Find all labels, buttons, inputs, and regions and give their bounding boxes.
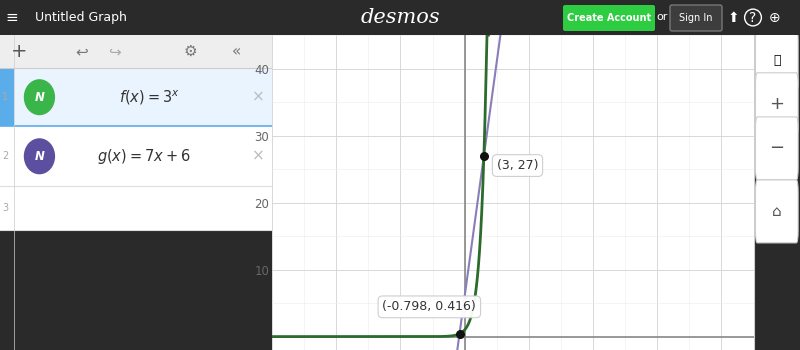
Text: +: + (770, 95, 784, 113)
Circle shape (25, 139, 54, 174)
Text: Sign In: Sign In (679, 13, 713, 23)
Text: ⬆: ⬆ (727, 10, 739, 25)
FancyBboxPatch shape (755, 180, 798, 243)
FancyBboxPatch shape (0, 68, 272, 126)
Text: Create Account: Create Account (567, 13, 651, 23)
Text: −: − (770, 139, 784, 158)
FancyBboxPatch shape (0, 126, 14, 186)
Text: ⌂: ⌂ (772, 204, 782, 219)
FancyBboxPatch shape (670, 5, 722, 31)
FancyBboxPatch shape (755, 73, 798, 136)
Text: (3, 27): (3, 27) (497, 159, 538, 172)
Text: ?: ? (750, 10, 757, 25)
FancyBboxPatch shape (0, 126, 272, 186)
FancyBboxPatch shape (755, 29, 798, 92)
Text: +: + (10, 42, 27, 61)
Text: ↩: ↩ (75, 44, 88, 59)
FancyBboxPatch shape (563, 5, 655, 31)
FancyBboxPatch shape (0, 68, 14, 126)
Text: 3: 3 (2, 203, 8, 213)
Circle shape (25, 80, 54, 114)
Text: ≡: ≡ (6, 10, 18, 25)
FancyBboxPatch shape (0, 186, 272, 230)
Text: N: N (34, 91, 44, 104)
Text: (-0.798, 0.416): (-0.798, 0.416) (382, 300, 476, 313)
Text: 🔧: 🔧 (773, 54, 781, 67)
Text: ⚙: ⚙ (183, 44, 198, 59)
Text: ⊕: ⊕ (769, 10, 781, 25)
Text: 1: 1 (2, 92, 8, 102)
Text: Untitled Graph: Untitled Graph (35, 11, 127, 24)
Text: ↪: ↪ (108, 44, 121, 59)
Text: N: N (34, 150, 44, 163)
Text: ×: × (252, 149, 265, 164)
Text: «: « (232, 44, 242, 59)
Text: $f(x) = 3^x$: $f(x) = 3^x$ (119, 88, 180, 106)
Text: 2: 2 (2, 151, 8, 161)
Text: or: or (656, 13, 668, 22)
Text: $g(x) = 7x + 6$: $g(x) = 7x + 6$ (98, 147, 191, 166)
Text: desmos: desmos (360, 8, 440, 27)
Text: ×: × (252, 90, 265, 105)
FancyBboxPatch shape (0, 35, 272, 68)
FancyBboxPatch shape (755, 117, 798, 180)
